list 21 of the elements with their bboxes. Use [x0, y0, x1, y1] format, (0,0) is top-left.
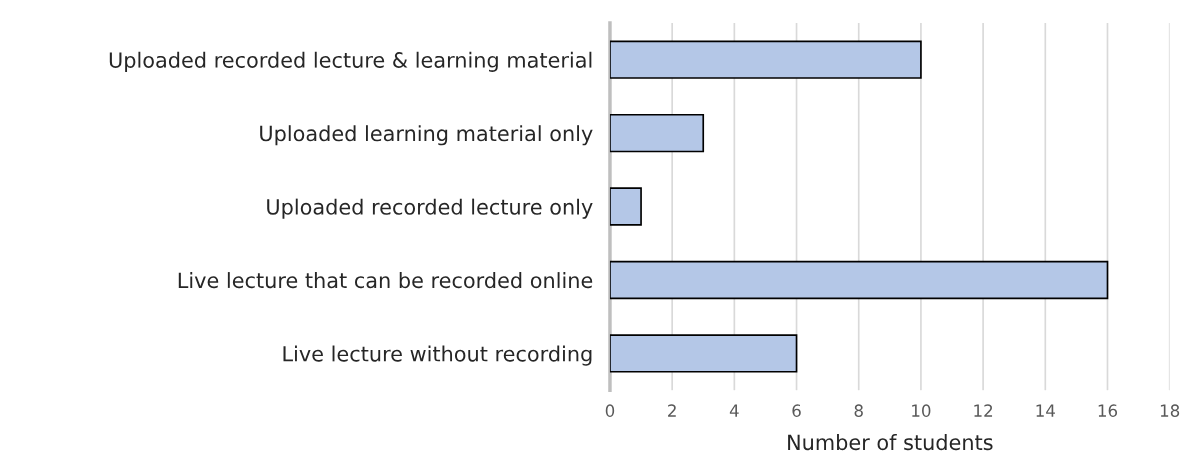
y-tick-label: Live lecture without recording [283, 345, 592, 366]
x-tick-label: 16 [1098, 404, 1118, 417]
x-tick-label: 10 [912, 404, 931, 417]
x-tick-label: 2 [668, 404, 676, 417]
x-tick-label: 12 [974, 404, 993, 417]
y-tick-label: Uploaded learning material only [260, 125, 593, 146]
bar [609, 334, 798, 373]
bar [609, 187, 642, 226]
x-tick-label: 18 [1160, 404, 1180, 417]
x-tick-label: 4 [729, 404, 739, 417]
x-tick-label: 6 [792, 404, 801, 417]
bar [609, 40, 922, 79]
y-tick-label: Uploaded recorded lecture only [267, 198, 593, 219]
y-tick-label: Live lecture that can be recorded online [178, 272, 593, 289]
x-axis-title: Number of students [788, 434, 993, 451]
y-tick-label: Uploaded recorded lecture & learning material [109, 51, 592, 72]
bar [609, 113, 705, 153]
x-tick-label: 0 [605, 404, 615, 417]
x-tick-label: 8 [854, 404, 863, 417]
x-tick-label: 14 [1036, 404, 1055, 417]
bar [609, 260, 1109, 300]
